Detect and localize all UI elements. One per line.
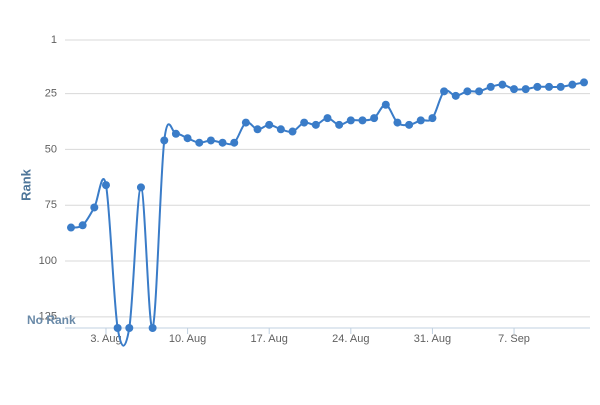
point	[463, 87, 472, 96]
point	[300, 118, 309, 127]
y-tick-label: 50	[45, 143, 57, 155]
point	[475, 87, 484, 96]
point	[346, 116, 355, 125]
point	[440, 87, 449, 96]
point	[136, 183, 145, 192]
no-rank-label: No Rank	[27, 313, 76, 327]
point	[218, 138, 227, 147]
point	[521, 85, 530, 94]
point	[253, 125, 262, 134]
point	[195, 138, 204, 147]
point	[323, 114, 332, 123]
point	[67, 223, 75, 232]
point	[428, 114, 437, 123]
point	[265, 120, 274, 129]
point	[206, 136, 215, 145]
point	[568, 80, 577, 89]
y-tick-label: 25	[45, 87, 57, 99]
x-tick-label: 10. Aug	[169, 333, 206, 345]
point	[370, 114, 379, 123]
point	[510, 85, 519, 94]
point	[405, 120, 414, 129]
point	[533, 82, 542, 91]
point	[276, 125, 285, 134]
point	[148, 324, 157, 332]
point	[498, 80, 507, 89]
y-tick-label: 1	[51, 34, 57, 46]
x-tick-label: 24. Aug	[332, 333, 369, 345]
point	[230, 138, 239, 147]
point	[241, 118, 250, 127]
point	[288, 127, 297, 136]
point	[381, 100, 390, 109]
y-tick-label: 75	[45, 199, 57, 211]
point	[556, 82, 565, 91]
point	[113, 324, 122, 332]
point	[393, 118, 402, 127]
point	[125, 324, 134, 332]
point	[160, 136, 169, 145]
x-tick-label: 17. Aug	[251, 333, 288, 345]
y-tick-label: 100	[39, 255, 57, 267]
point	[451, 91, 460, 100]
point	[416, 116, 425, 125]
x-tick-label: 31. Aug	[414, 333, 451, 345]
point	[90, 203, 99, 212]
y-axis-title: Rank	[18, 168, 33, 201]
x-tick-label: 7. Sep	[498, 333, 530, 345]
point	[183, 134, 192, 143]
point	[78, 221, 87, 230]
point	[101, 181, 110, 190]
point	[358, 116, 367, 125]
point	[335, 120, 344, 129]
point	[545, 82, 554, 91]
y-tick-label: 125	[39, 311, 57, 323]
x-tick-label: 3. Aug	[90, 333, 121, 345]
point	[171, 129, 180, 138]
point	[486, 82, 495, 91]
point	[311, 120, 320, 129]
point	[580, 78, 588, 87]
